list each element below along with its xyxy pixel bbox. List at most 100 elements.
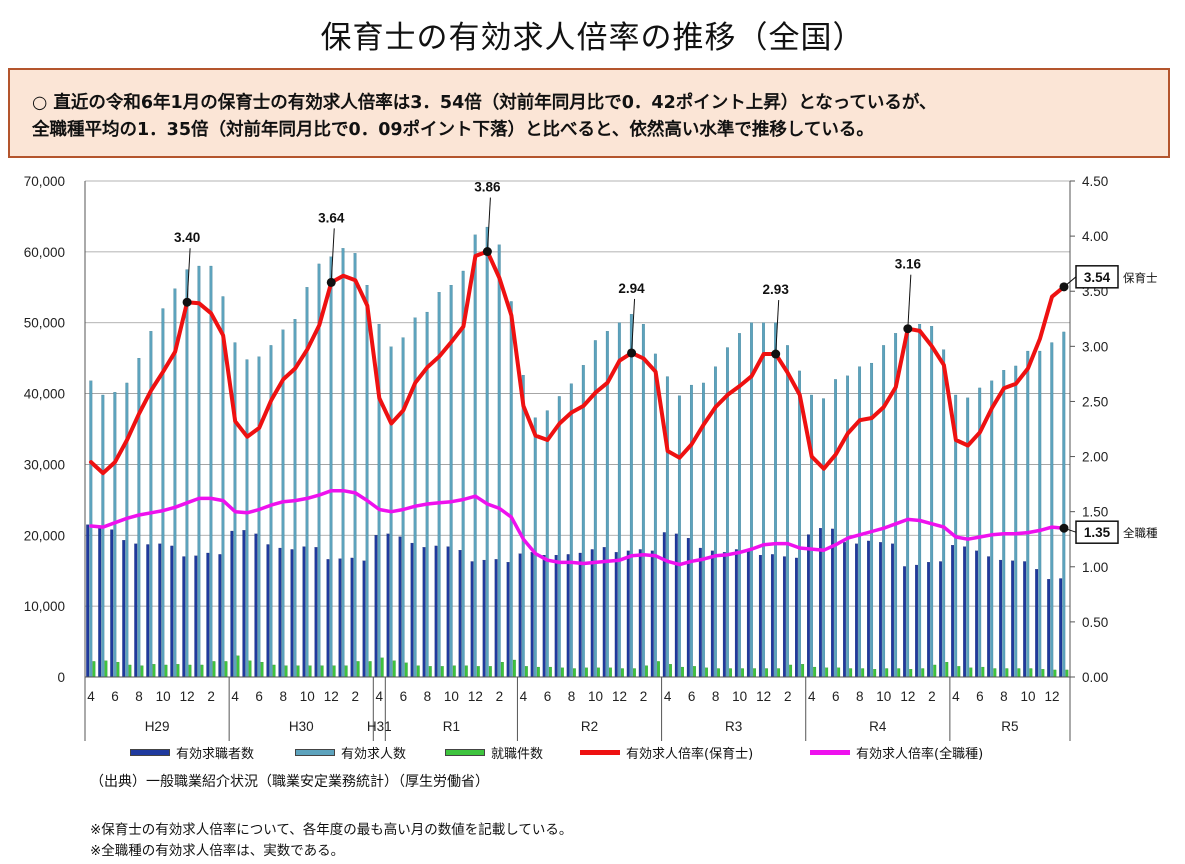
bar-openings xyxy=(497,244,501,678)
bar-seekers xyxy=(554,555,558,678)
bar-seekers xyxy=(482,559,486,678)
x-tick-label: 12 xyxy=(612,689,627,704)
legend-label-ratio-all: 有効求人倍率(全職種) xyxy=(856,747,984,762)
bar-placements xyxy=(356,661,360,678)
bar-placements xyxy=(380,657,384,678)
bar-seekers xyxy=(602,547,606,678)
bar-seekers xyxy=(710,550,714,678)
bar-seekers xyxy=(686,537,690,678)
bar-openings xyxy=(1002,370,1006,678)
bar-seekers xyxy=(590,549,594,678)
x-tick-label: 10 xyxy=(588,689,603,704)
bar-placements xyxy=(488,666,492,678)
bar-placements xyxy=(1017,668,1021,678)
bar-openings xyxy=(353,253,357,678)
bar-openings xyxy=(786,345,789,678)
bar-seekers xyxy=(746,550,750,678)
bar-openings xyxy=(653,353,657,678)
y-right-tick-label: 0.00 xyxy=(1082,670,1108,685)
line-series xyxy=(89,249,1066,567)
bar-openings xyxy=(245,359,249,678)
bar-series xyxy=(86,226,1069,678)
bar-openings xyxy=(293,319,297,678)
callout-leader xyxy=(775,300,780,355)
gridlines xyxy=(85,180,1070,607)
bar-placements xyxy=(428,666,432,678)
x-tick-label: 4 xyxy=(520,689,528,704)
end-value-label: 1.35 xyxy=(1084,525,1111,540)
summary-box: ○ 直近の令和6年1月の保育士の有効求人倍率は3．54倍（対前年同月比で0．42… xyxy=(8,68,1170,158)
bar-placements xyxy=(609,667,612,678)
bar-seekers xyxy=(879,542,882,678)
axes: 0 10,000 20,000 30,000 40,000 50,000 60,000 70,… xyxy=(24,174,1108,741)
bar-seekers xyxy=(446,546,450,678)
x-tick-label: 2 xyxy=(352,689,360,704)
bar-placements xyxy=(777,668,781,678)
bar-placements xyxy=(909,669,913,678)
bar-openings xyxy=(413,317,417,678)
bar-seekers xyxy=(410,542,414,678)
bar-placements xyxy=(633,668,636,678)
peak-label: 3.64 xyxy=(318,210,345,225)
x-tick-label: 4 xyxy=(808,689,816,704)
bar-openings xyxy=(617,322,621,678)
bar-openings xyxy=(137,358,141,678)
callout-leader xyxy=(330,228,335,283)
bar-placements xyxy=(512,659,516,678)
bar-seekers xyxy=(1035,569,1039,678)
bar-seekers xyxy=(278,547,282,678)
bar-seekers xyxy=(963,546,967,678)
bar-seekers xyxy=(110,529,114,678)
bar-seekers xyxy=(951,545,955,678)
legend-item-ratio-all: 有効求人倍率(全職種) xyxy=(810,743,983,762)
bar-openings xyxy=(557,396,561,678)
bar-placements xyxy=(969,667,973,678)
peak-label: 3.16 xyxy=(895,257,922,272)
summary-text: ○ 直近の令和6年1月の保育士の有効求人倍率は3．54倍（対前年同月比で0．42… xyxy=(32,90,1152,144)
bar-seekers xyxy=(386,533,390,678)
bar-placements xyxy=(116,661,120,678)
bar-openings xyxy=(521,375,525,678)
chart: 0 10,000 20,000 30,000 40,000 50,000 60,000 70,… xyxy=(24,174,1158,741)
peak-label: 2.94 xyxy=(618,281,645,296)
bar-seekers xyxy=(422,547,426,678)
x-tick-label: 8 xyxy=(424,689,432,704)
x-tick-label: 6 xyxy=(544,689,552,704)
callout-leader xyxy=(186,248,191,303)
data-labels: 3.40 3.64 3.86 2.94 2.93 3.16 3.54 保育士 1.35 全職種 xyxy=(174,180,1158,544)
bar-seekers xyxy=(975,550,979,678)
bar-placements xyxy=(224,661,228,678)
bar-placements xyxy=(849,668,853,678)
y-left-tick-label: 70,000 xyxy=(24,174,65,189)
bar-openings xyxy=(641,324,645,678)
x-tick-label: 4 xyxy=(87,689,95,704)
line-ratio-all xyxy=(89,488,1066,567)
legend-label-placements: 就職件数 xyxy=(491,747,544,762)
legend-label-ratio-hoikushi: 有効求人倍率(保育士) xyxy=(626,747,754,762)
bar-seekers xyxy=(903,566,906,678)
legend-label-seekers: 有効求職者数 xyxy=(176,747,255,762)
bar-openings xyxy=(774,322,777,678)
bar-placements xyxy=(176,664,180,678)
x-tick-label: 4 xyxy=(952,689,960,704)
bar-openings xyxy=(1038,350,1042,678)
bar-placements xyxy=(200,664,204,678)
peak-marker xyxy=(771,349,781,359)
bar-seekers xyxy=(194,555,198,678)
bar-placements xyxy=(524,666,528,678)
bar-placements xyxy=(584,667,588,678)
footnote-1: ※保育士の有効求人倍率について、各年度の最も高い月の数値を記載している。 xyxy=(90,822,573,838)
bar-seekers xyxy=(182,556,186,678)
x-tick-label: 10 xyxy=(1020,689,1035,704)
x-tick-label: 2 xyxy=(640,689,648,704)
bar-openings xyxy=(341,248,345,678)
year-label: H31 xyxy=(367,719,392,734)
legend-line-ratio-all xyxy=(810,750,850,755)
bar-placements xyxy=(92,661,96,678)
bar-placements xyxy=(921,668,925,678)
bar-openings xyxy=(1014,365,1018,678)
x-tick-label: 8 xyxy=(1000,689,1008,704)
bar-openings xyxy=(990,380,994,678)
x-tick-label: 4 xyxy=(231,689,239,704)
bar-seekers xyxy=(782,556,786,678)
